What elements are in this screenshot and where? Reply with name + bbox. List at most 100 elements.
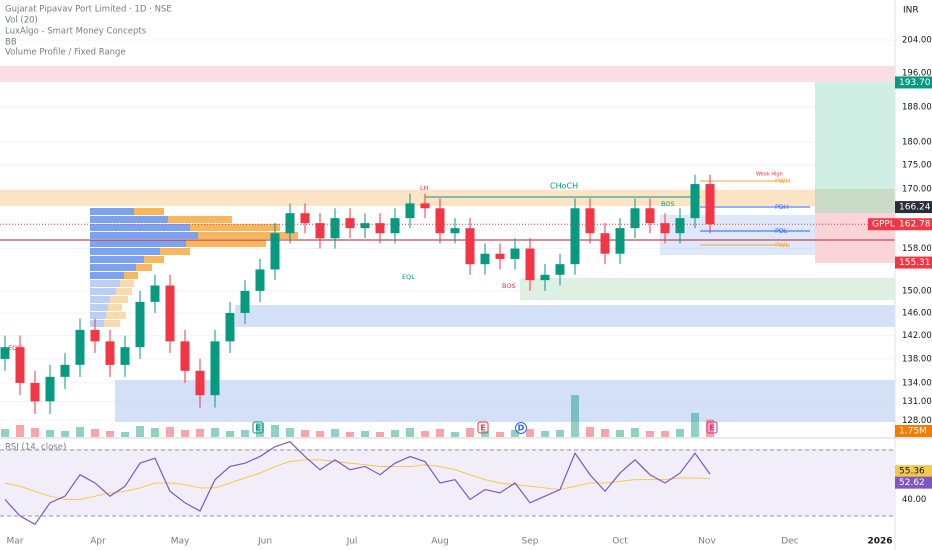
candle-body	[120, 347, 130, 365]
candle-body	[405, 203, 415, 219]
candle-body	[420, 203, 430, 209]
candle-body	[210, 341, 220, 396]
price-tag	[895, 256, 932, 269]
indicator-label: Vol (20)	[5, 16, 38, 26]
candle-body	[675, 218, 685, 234]
event-badge[interactable]	[477, 421, 489, 434]
event-label: E	[255, 424, 260, 433]
volume-bar	[631, 428, 639, 437]
currency[interactable]: INR	[903, 6, 919, 16]
demand-zone	[235, 305, 895, 327]
event-badge[interactable]	[252, 421, 264, 434]
volume-bar	[466, 428, 474, 437]
rsi-title: RSI (14, close)	[5, 443, 66, 453]
y-tick-label: 131.00	[902, 397, 932, 407]
y-tick-label: 196.00	[902, 68, 932, 78]
volume-bar	[496, 432, 504, 437]
volume-bar	[76, 427, 84, 437]
volume-bar	[136, 426, 144, 437]
y-tick-label: 134.00	[902, 378, 932, 388]
event-badge[interactable]	[706, 421, 718, 434]
volume-bar	[436, 429, 444, 437]
last-price: 162.78	[899, 220, 931, 230]
candle-body	[15, 347, 25, 383]
candle-body	[75, 329, 85, 365]
annotation: PWL	[775, 241, 789, 249]
volume-bar	[646, 431, 654, 437]
rsi-tick-label: 40.00	[902, 495, 926, 505]
rsi-value: 52.62	[899, 478, 925, 488]
candle-body	[690, 184, 700, 219]
candle-body	[345, 218, 355, 229]
volume-label: 1.75M	[899, 427, 927, 437]
x-tick-label: Apr	[90, 537, 106, 547]
volume-bar	[256, 423, 264, 437]
candle-body	[705, 184, 715, 225]
annotations: CHoCH BOS BOS EQL EQH LH Weak High PWH P…	[8, 172, 790, 434]
volume-bar	[421, 431, 429, 437]
target-box	[815, 82, 895, 189]
volume-bar	[241, 430, 249, 437]
price-tag	[868, 218, 932, 231]
candle-body	[240, 290, 250, 313]
candle-body	[60, 364, 70, 377]
annotation: Weak High	[756, 172, 783, 178]
annotation: BOS	[502, 282, 516, 290]
volume-bar	[451, 432, 459, 437]
candle-body	[585, 208, 595, 234]
candle-body	[660, 223, 670, 234]
candle-body	[165, 285, 175, 342]
rsi-line	[4, 459, 711, 500]
volume-tag	[895, 425, 932, 437]
rsi-tag	[895, 476, 932, 489]
rsi-tag	[895, 465, 932, 478]
x-tick-label: Nov	[698, 537, 716, 547]
rsi-line	[4, 440, 711, 526]
y-tick-label: 204.00	[902, 36, 932, 46]
candle-body	[645, 208, 655, 224]
volume-bar	[346, 432, 354, 437]
candle-body	[465, 228, 475, 265]
price-tag	[895, 76, 932, 89]
y-tick-label: 138.00	[902, 354, 932, 364]
candle-body	[480, 253, 490, 265]
volume-bar	[391, 430, 399, 437]
volume-bar	[151, 428, 159, 437]
supply-zone	[0, 66, 895, 82]
volume-bar	[361, 431, 369, 437]
price-label: 166.24	[899, 203, 931, 213]
price-label: 155.31	[899, 258, 931, 268]
rsi-value: 55.36	[899, 467, 925, 477]
volume-bar	[616, 430, 624, 437]
event-badge[interactable]	[515, 422, 527, 434]
candle-body	[360, 223, 370, 229]
volume-bar	[571, 395, 579, 437]
volume-bar	[196, 429, 204, 437]
event-label: E	[480, 424, 485, 433]
x-tick-label: Oct	[612, 537, 628, 547]
volume-bar	[286, 428, 294, 437]
event-label: D	[518, 424, 525, 433]
annotation: EQH	[8, 344, 22, 352]
volume-bar	[526, 429, 534, 437]
x-tick-label: Mar	[7, 537, 24, 547]
volume-bar	[211, 428, 219, 437]
volume-bar	[271, 425, 279, 437]
indicator-label: BB	[5, 38, 17, 48]
volume-bar	[31, 428, 39, 437]
y-tick-label: 142.00	[902, 331, 932, 341]
volume-bar	[586, 427, 594, 437]
demand-zone	[660, 215, 815, 255]
y-tick-label: 170.00	[902, 184, 932, 194]
candle-body	[285, 213, 295, 234]
annotation: PDH	[775, 203, 789, 211]
annotation: PDL	[775, 227, 788, 235]
volume-bar	[181, 430, 189, 437]
y-tick-label: 146.00	[902, 308, 932, 318]
volume-bar	[91, 429, 99, 437]
x-tick-label: Aug	[431, 537, 449, 547]
volume-bar	[691, 413, 699, 437]
